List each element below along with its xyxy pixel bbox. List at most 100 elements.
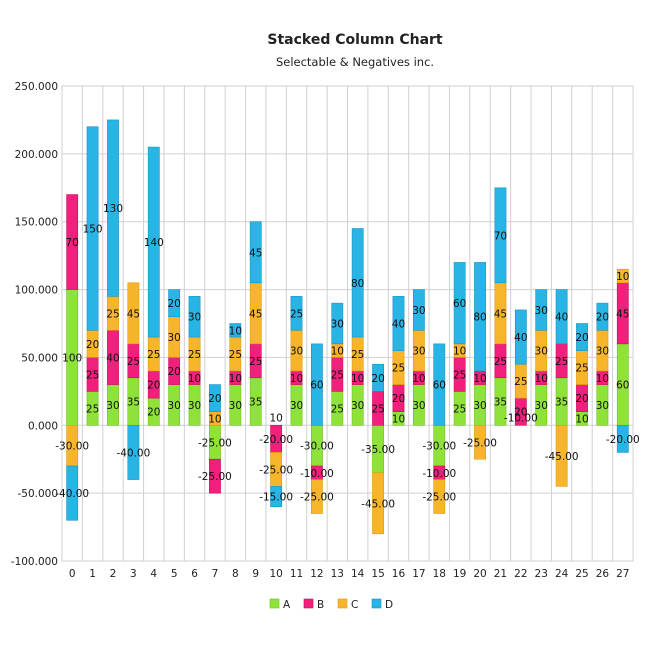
data-label: -15.00 <box>259 492 293 504</box>
data-label: 100 <box>62 352 82 364</box>
data-label: 30 <box>473 400 486 412</box>
data-label: 30 <box>412 305 425 317</box>
data-label: 10 <box>188 373 201 385</box>
data-label: 10 <box>269 412 282 424</box>
data-label: 25 <box>249 356 262 368</box>
bar-segment-D <box>127 424 140 480</box>
legend-label-D: D <box>385 599 393 611</box>
data-label: 25 <box>188 349 201 361</box>
data-label: 30 <box>188 312 201 324</box>
data-label: -25.00 <box>463 437 497 449</box>
data-label: 25 <box>331 403 344 415</box>
bar-segment-D <box>188 296 201 338</box>
data-label: -25.00 <box>259 464 293 476</box>
data-label: 10 <box>412 373 425 385</box>
y-tick-label: -100.000 <box>11 556 58 568</box>
data-label: 30 <box>188 400 201 412</box>
legend-swatch-D <box>371 598 382 609</box>
data-label: 10 <box>453 346 466 358</box>
data-label: 10 <box>290 373 303 385</box>
data-label: 25 <box>453 403 466 415</box>
data-label: 80 <box>351 278 364 290</box>
bar-segment-D <box>494 187 507 284</box>
legend-label-B: B <box>317 599 324 611</box>
data-label: 20 <box>86 339 99 351</box>
bar-segment-D <box>249 221 262 284</box>
y-tick-label: 100.000 <box>15 285 58 297</box>
y-tick-label: -50.000 <box>17 488 58 500</box>
data-label: 10 <box>331 346 344 358</box>
data-label: 40 <box>514 332 527 344</box>
bar-segment-D <box>576 323 588 351</box>
x-tick-label: 23 <box>535 568 548 580</box>
legend-label-C: C <box>351 599 358 611</box>
data-label: 25 <box>86 369 99 381</box>
bar-segment-B <box>66 194 79 290</box>
x-tick-label: 6 <box>191 568 198 580</box>
data-label: 40 <box>392 319 405 331</box>
data-label: 25 <box>229 349 242 361</box>
x-tick-label: 1 <box>89 568 96 580</box>
x-tick-label: 20 <box>473 568 486 580</box>
data-label: 20 <box>596 312 609 324</box>
data-label: 25 <box>494 356 507 368</box>
data-label: 20 <box>208 393 221 405</box>
data-label: 10 <box>575 414 588 426</box>
data-label: 30 <box>167 400 180 412</box>
data-label: -10.00 <box>422 468 456 480</box>
x-tick-label: 12 <box>310 568 323 580</box>
data-label: 25 <box>575 363 588 375</box>
legend-swatch-C <box>337 598 348 609</box>
x-tick-label: 19 <box>453 568 466 580</box>
data-label: 30 <box>167 332 180 344</box>
data-label: 40 <box>106 352 119 364</box>
x-tick-label: 13 <box>331 568 344 580</box>
data-label: 25 <box>514 376 527 388</box>
bar-segment-D <box>168 289 181 318</box>
data-label: 25 <box>331 369 344 381</box>
data-label: -10.00 <box>504 412 538 424</box>
bar-segment-D <box>596 302 609 331</box>
data-label: 25 <box>453 369 466 381</box>
bar-segment-C <box>433 479 446 514</box>
bar-segment-D <box>66 465 79 521</box>
data-label: 40 <box>555 312 568 324</box>
data-label: 10 <box>473 373 486 385</box>
data-label: 60 <box>433 380 446 392</box>
data-label: 80 <box>473 312 486 324</box>
data-label: -45.00 <box>361 498 395 510</box>
x-tick-label: 11 <box>290 568 303 580</box>
data-label: -40.00 <box>116 447 150 459</box>
data-label: 25 <box>127 356 140 368</box>
data-label: 140 <box>144 237 164 249</box>
data-label: 30 <box>106 400 119 412</box>
data-label: 30 <box>596 400 609 412</box>
x-tick-label: 21 <box>494 568 507 580</box>
x-tick-label: 27 <box>616 568 629 580</box>
data-label: 60 <box>453 298 466 310</box>
bar-segment-B <box>209 458 221 494</box>
data-label: 25 <box>106 308 119 320</box>
legend-swatch-A <box>269 598 280 609</box>
data-label: 70 <box>494 230 507 242</box>
bar-segment-D <box>351 228 364 338</box>
bar-segment-D <box>372 363 384 392</box>
data-label: 25 <box>351 349 364 361</box>
bar-segment-D <box>474 262 486 372</box>
bar-segment-D <box>290 296 303 331</box>
data-label: 25 <box>86 403 99 415</box>
data-label: 30 <box>351 400 364 412</box>
data-label: 45 <box>494 308 507 320</box>
x-tick-label: 26 <box>596 568 610 580</box>
data-label: -45.00 <box>545 451 579 463</box>
bar-segment-D <box>331 302 344 345</box>
data-label: 10 <box>616 271 629 283</box>
x-tick-label: 7 <box>212 568 219 580</box>
data-label: 20 <box>167 298 180 310</box>
x-tick-label: 22 <box>514 568 527 580</box>
data-label: 25 <box>555 356 568 368</box>
data-label: 70 <box>66 237 79 249</box>
data-label: -30.00 <box>300 441 334 453</box>
bar-segment-D <box>616 424 629 453</box>
